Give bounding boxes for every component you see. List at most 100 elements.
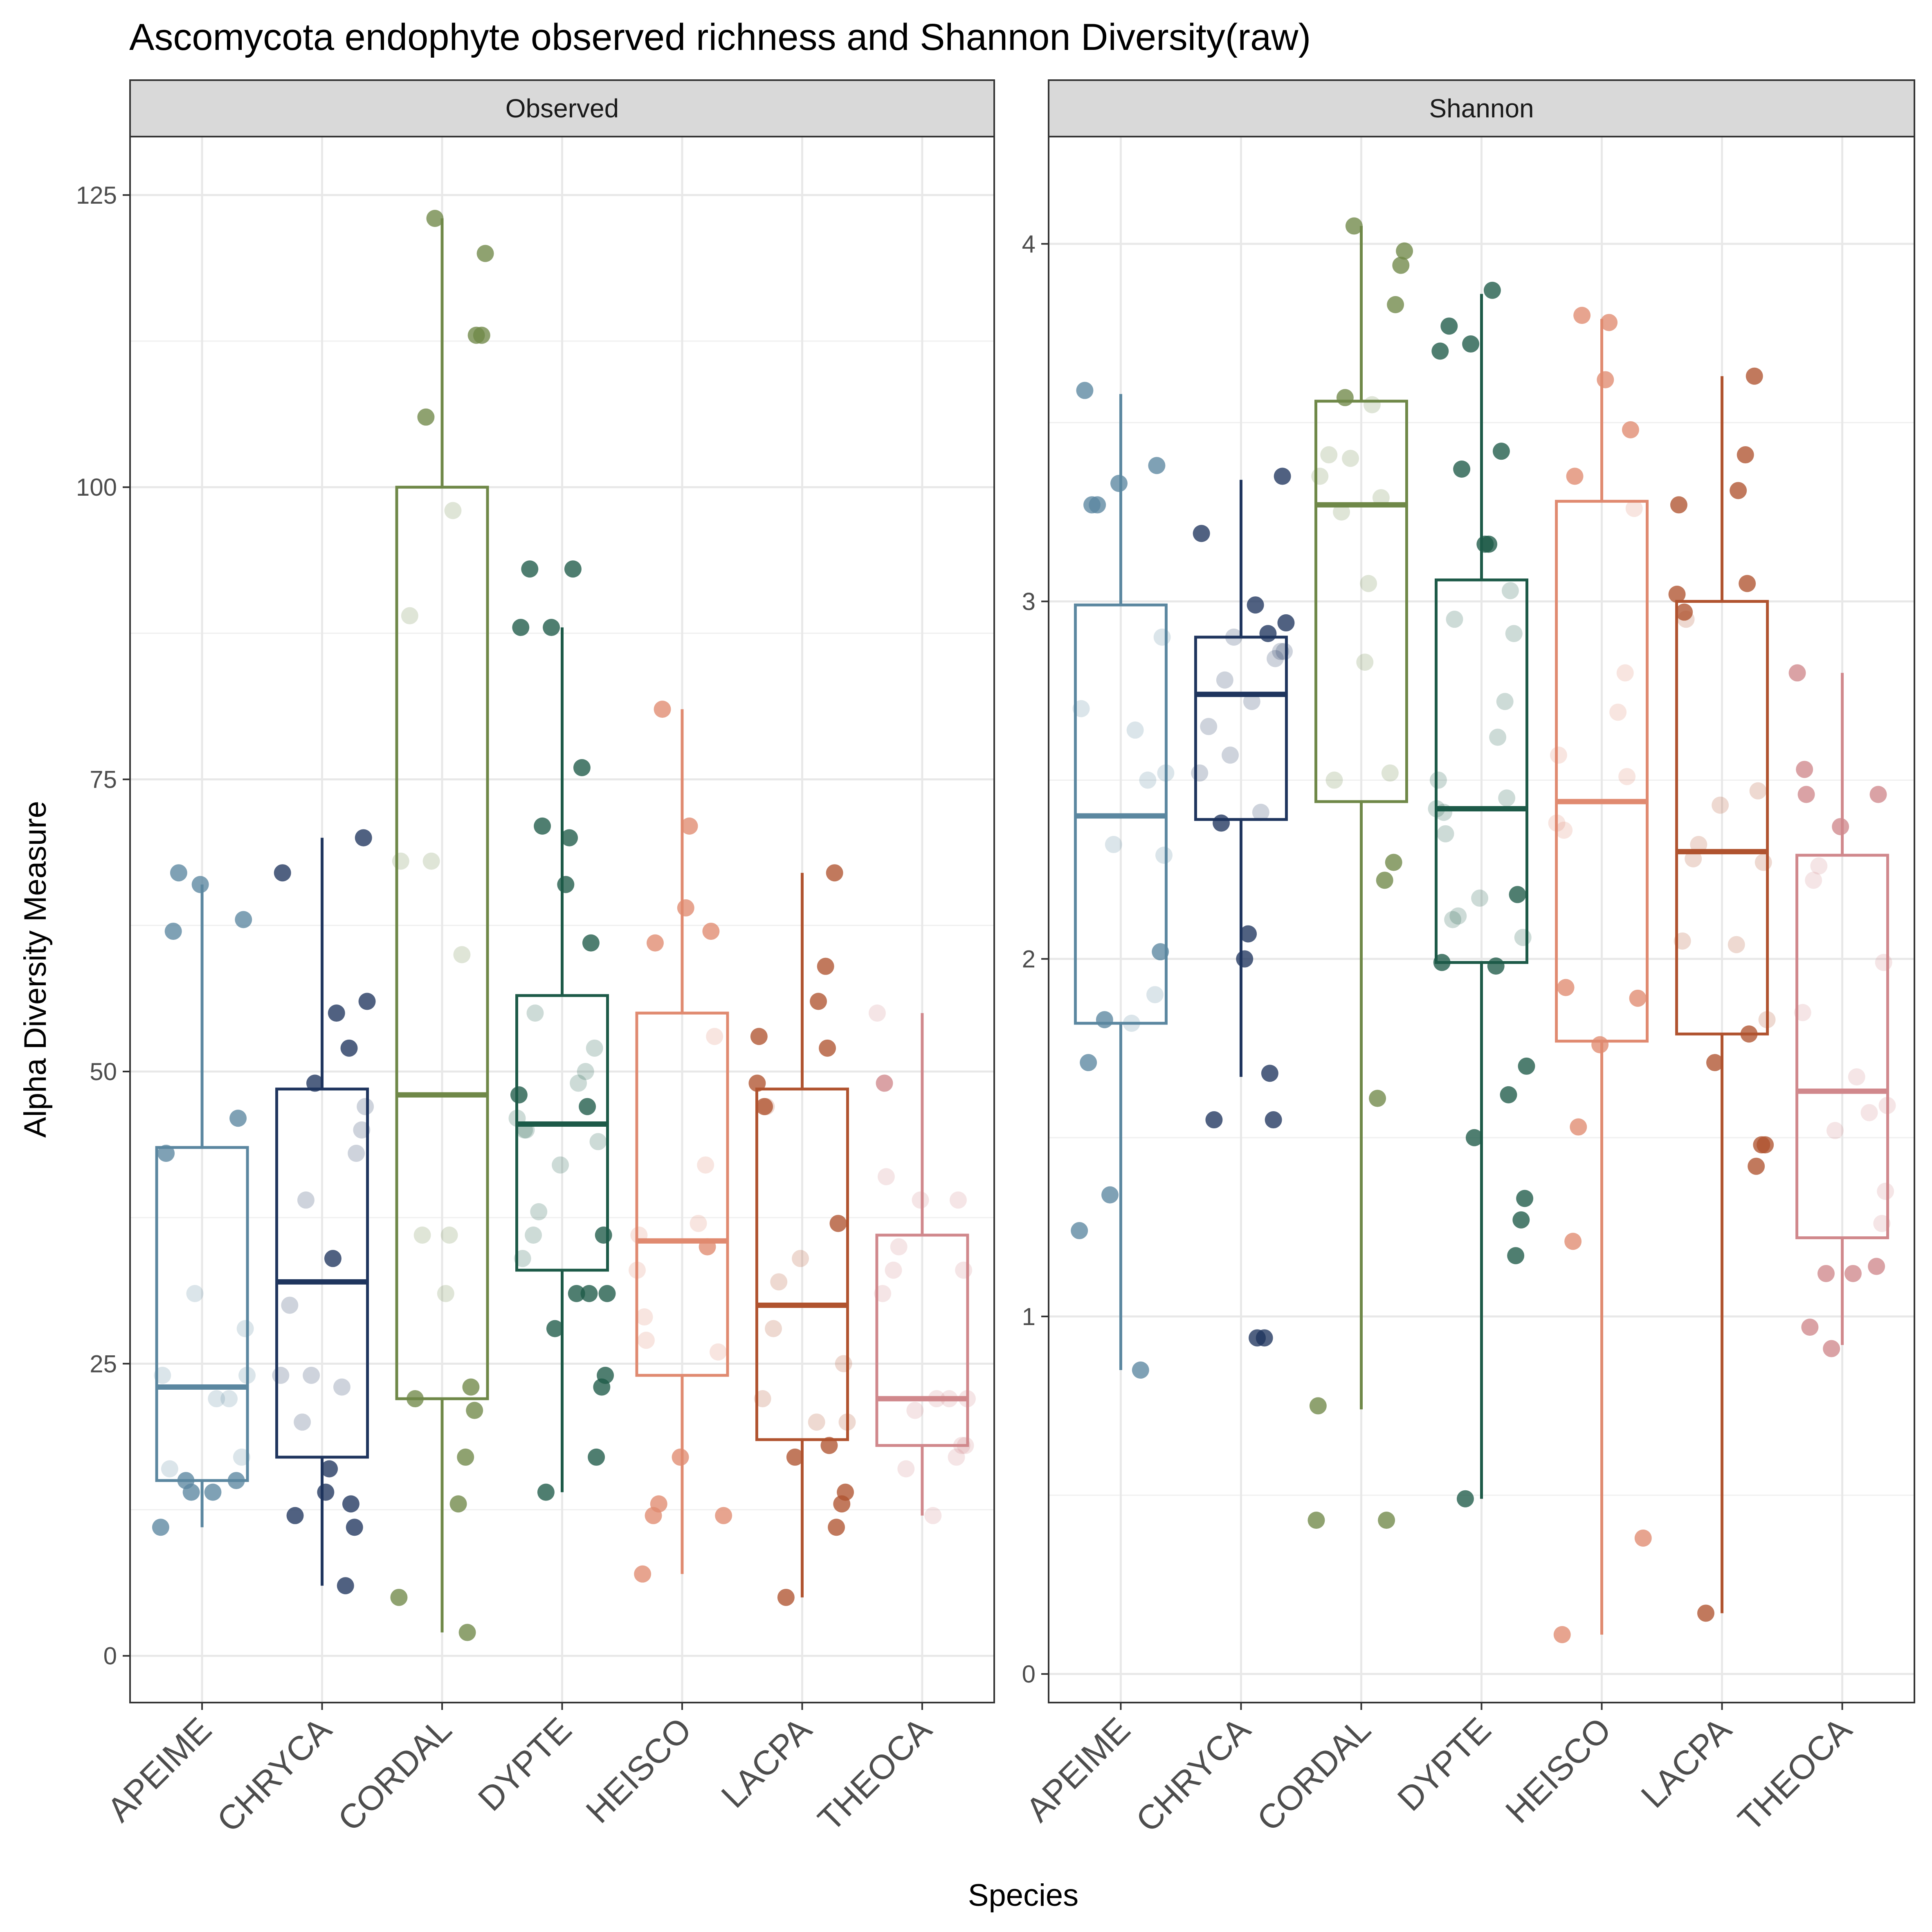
data-point xyxy=(1139,771,1157,789)
y-tick-label: 75 xyxy=(90,766,117,793)
data-point xyxy=(1573,307,1591,324)
data-point xyxy=(543,619,560,636)
data-point xyxy=(1236,950,1254,968)
data-point xyxy=(1247,596,1264,614)
data-point xyxy=(1428,800,1445,818)
data-point xyxy=(1265,1111,1282,1129)
data-point xyxy=(1276,643,1293,660)
data-point xyxy=(1749,782,1767,800)
data-point xyxy=(1489,728,1507,746)
data-point xyxy=(333,1378,350,1396)
data-point xyxy=(530,1203,548,1220)
data-point xyxy=(1437,825,1454,842)
data-point xyxy=(1668,585,1686,603)
box-body xyxy=(395,485,489,1400)
data-point xyxy=(1810,857,1828,875)
data-point xyxy=(1823,1340,1840,1357)
data-point xyxy=(1616,664,1634,682)
data-point xyxy=(1740,1025,1758,1043)
box-body xyxy=(1194,636,1288,821)
data-point xyxy=(154,1366,171,1384)
data-point xyxy=(1728,936,1745,953)
data-point xyxy=(1396,242,1413,260)
data-point xyxy=(1446,611,1463,628)
box-lacpa xyxy=(755,873,849,1597)
data-point xyxy=(1101,1186,1119,1204)
data-point xyxy=(1449,907,1467,925)
data-point xyxy=(630,1227,648,1244)
data-point xyxy=(1259,625,1277,643)
data-point xyxy=(1496,693,1514,710)
data-point xyxy=(1307,1512,1325,1529)
data-point xyxy=(191,876,209,893)
data-point xyxy=(1146,986,1164,1004)
data-point xyxy=(440,1227,458,1244)
data-point xyxy=(1685,850,1702,867)
data-point xyxy=(1252,804,1269,821)
data-point xyxy=(303,1366,320,1384)
data-point xyxy=(702,923,720,940)
data-point xyxy=(238,1366,256,1384)
data-point xyxy=(537,1483,555,1501)
box-apeime xyxy=(1074,394,1168,1370)
data-point xyxy=(342,1495,359,1513)
data-point xyxy=(1553,1626,1571,1643)
data-point xyxy=(152,1519,169,1536)
data-point xyxy=(1860,1104,1878,1121)
data-point xyxy=(1564,1233,1582,1250)
data-point xyxy=(1225,628,1242,646)
data-point xyxy=(1629,989,1647,1007)
data-point xyxy=(1444,911,1462,928)
box-dypte xyxy=(1435,294,1528,1499)
box-body xyxy=(635,1011,729,1377)
strip-label: Shannon xyxy=(1429,94,1534,123)
data-point xyxy=(1609,703,1627,721)
data-point xyxy=(1755,854,1772,871)
data-point xyxy=(306,1074,323,1092)
data-point xyxy=(1670,496,1687,514)
data-point xyxy=(164,923,182,940)
data-point xyxy=(552,1156,569,1174)
data-point xyxy=(510,1086,528,1104)
data-point xyxy=(1191,764,1209,782)
data-point xyxy=(1325,771,1343,789)
data-point xyxy=(1518,1057,1535,1075)
data-point xyxy=(1369,1090,1386,1107)
data-point xyxy=(1336,389,1354,407)
data-point xyxy=(340,1039,358,1057)
data-point xyxy=(1826,1122,1844,1139)
data-point xyxy=(1869,786,1887,803)
chart-title: Ascomycota endophyte observed richness a… xyxy=(129,16,1311,58)
data-point xyxy=(170,864,187,882)
data-point xyxy=(1205,1111,1223,1129)
box-cordal xyxy=(1314,226,1408,1410)
data-point xyxy=(579,1098,596,1115)
data-point xyxy=(1739,575,1756,592)
data-point xyxy=(949,1191,967,1209)
data-point xyxy=(422,852,440,870)
data-point xyxy=(1433,954,1451,971)
data-point xyxy=(924,1507,942,1524)
data-point xyxy=(348,1144,365,1162)
data-point xyxy=(588,1448,605,1466)
data-point xyxy=(512,619,530,636)
data-point xyxy=(808,1413,825,1431)
y-tick-label: 50 xyxy=(90,1058,117,1085)
data-point xyxy=(426,210,444,227)
data-point xyxy=(321,1460,338,1478)
data-point xyxy=(466,1402,483,1419)
data-point xyxy=(161,1460,178,1478)
data-point xyxy=(810,993,827,1010)
box-body xyxy=(1314,400,1408,803)
data-point xyxy=(1311,467,1329,485)
data-point xyxy=(1514,929,1532,946)
box-chryca xyxy=(275,838,369,1586)
data-point xyxy=(690,1215,707,1232)
data-point xyxy=(525,1227,542,1244)
data-point xyxy=(514,1250,531,1267)
data-point xyxy=(220,1390,238,1408)
data-point xyxy=(227,1472,245,1489)
data-point xyxy=(1126,721,1144,739)
data-point xyxy=(1498,789,1516,807)
